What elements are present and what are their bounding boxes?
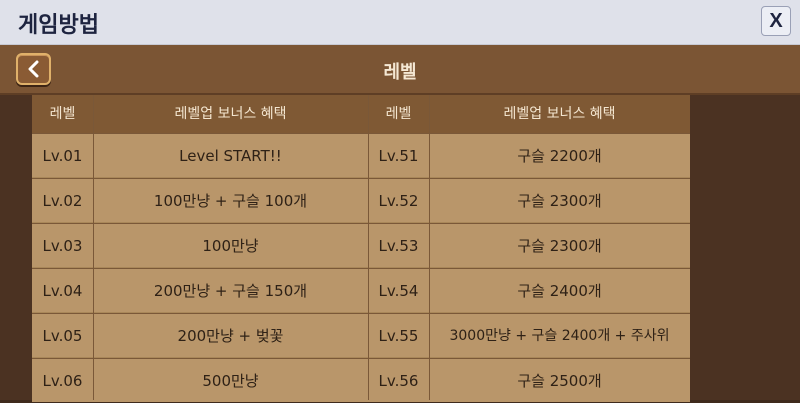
close-button[interactable]: X <box>761 6 791 36</box>
bonus-cell: 구슬 2300개 <box>517 192 602 210</box>
window-title: 게임방법 <box>18 13 99 38</box>
level-cell: Lv.05 <box>42 327 83 345</box>
title-bar: 게임방법 X <box>0 0 800 45</box>
table-row: Lv.01 Level START!! Lv.51 구슬 2200개 <box>32 133 690 177</box>
level-cell: Lv.01 <box>42 147 83 165</box>
level-cell: Lv.04 <box>42 282 83 300</box>
level-cell: Lv.06 <box>42 372 83 390</box>
right-border-panel <box>690 95 800 400</box>
table-row: Lv.06 500만냥 Lv.56 구슬 2500개 <box>32 358 690 402</box>
level-cell: Lv.53 <box>378 237 419 255</box>
level-cell: Lv.56 <box>378 372 419 390</box>
table-row: Lv.03 100만냥 Lv.53 구슬 2300개 <box>32 223 690 267</box>
bonus-cell: 구슬 2300개 <box>517 237 602 255</box>
level-cell: Lv.55 <box>378 327 419 345</box>
bonus-cell: 200만냥 + 벚꽃 <box>177 327 284 345</box>
bonus-cell: 200만냥 + 구슬 150개 <box>153 282 308 300</box>
section-title: 레벨 <box>383 62 417 83</box>
bonus-cell: 구슬 2200개 <box>517 147 602 165</box>
bonus-cell: 500만냥 <box>202 372 259 390</box>
bonus-cell: 100만냥 <box>202 237 259 255</box>
column-header-bonus-2: 레벨업 보너스 혜택 <box>503 106 616 122</box>
level-cell: Lv.02 <box>42 192 83 210</box>
column-header-bonus-1: 레벨업 보너스 혜택 <box>174 106 287 122</box>
table-row: Lv.04 200만냥 + 구슬 150개 Lv.54 구슬 2400개 <box>32 268 690 312</box>
table-row: Lv.05 200만냥 + 벚꽃 Lv.55 3000만냥 + 구슬 2400개… <box>32 313 690 357</box>
bonus-cell: 구슬 2500개 <box>517 372 602 390</box>
level-bonus-table: 레벨 레벨업 보너스 혜택 레벨 레벨업 보너스 혜택 Lv.01 Level … <box>32 95 690 402</box>
back-button[interactable] <box>16 53 51 85</box>
bonus-cell: Level START!! <box>179 147 282 165</box>
column-header-level-2: 레벨 <box>385 106 412 122</box>
level-cell: Lv.51 <box>378 147 419 165</box>
left-border-panel <box>0 95 32 400</box>
bonus-cell: 구슬 2400개 <box>517 282 602 300</box>
table-row: Lv.02 100만냥 + 구슬 100개 Lv.52 구슬 2300개 <box>32 178 690 222</box>
level-cell: Lv.52 <box>378 192 419 210</box>
level-cell: Lv.54 <box>378 282 419 300</box>
chevron-left-icon <box>28 60 38 78</box>
column-divider <box>93 95 94 400</box>
bonus-cell: 100만냥 + 구슬 100개 <box>153 192 308 210</box>
column-divider <box>429 95 430 400</box>
column-header-level-1: 레벨 <box>49 106 76 122</box>
bonus-cell: 3000만냥 + 구슬 2400개 + 주사위 <box>449 328 670 344</box>
section-header: 레벨 <box>0 45 800 95</box>
column-divider <box>368 95 369 400</box>
table-header: 레벨 레벨업 보너스 혜택 레벨 레벨업 보너스 혜택 <box>32 95 690 133</box>
level-cell: Lv.03 <box>42 237 83 255</box>
